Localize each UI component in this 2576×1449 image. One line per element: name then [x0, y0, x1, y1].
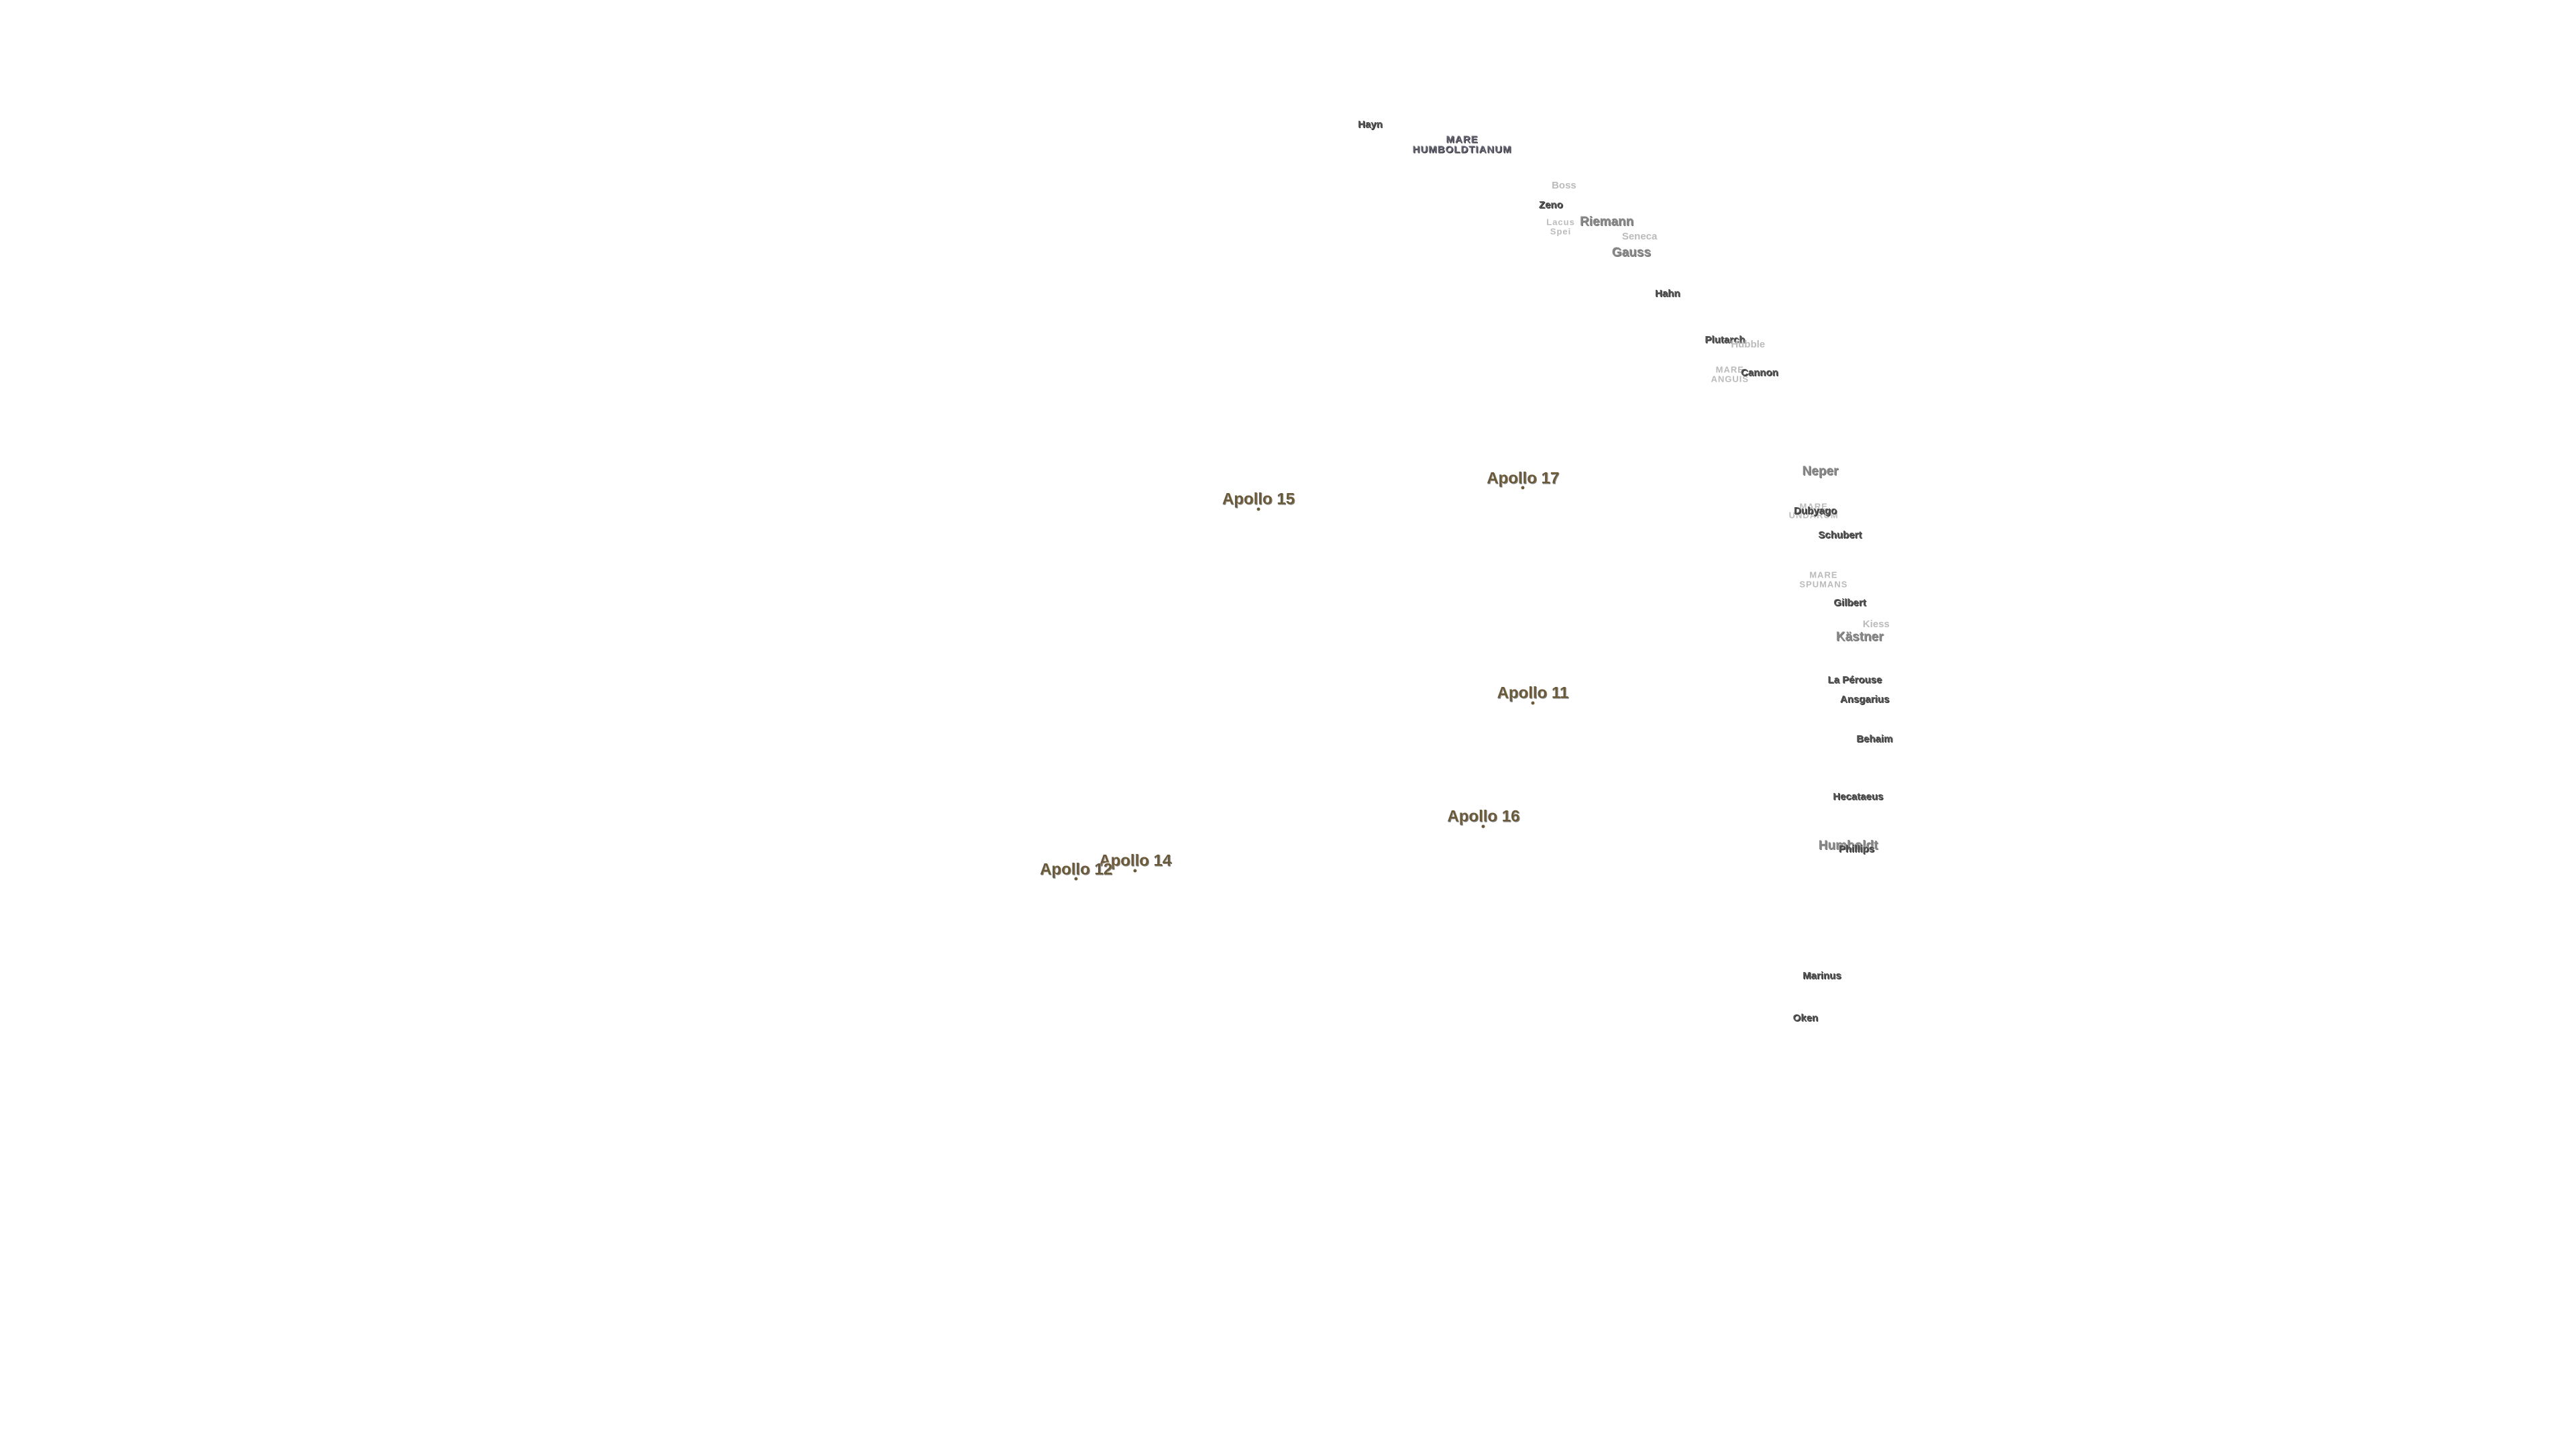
feature-label: Gauss [1612, 246, 1651, 260]
feature-label: Gilbert [1833, 598, 1866, 608]
landing-site-label: Apollo 12 [1040, 859, 1113, 878]
feature-label: Oken [1792, 1012, 1819, 1024]
feature-label-line: SPUMANS [1799, 579, 1848, 590]
landing-site-marker [1531, 701, 1535, 705]
feature-label-line: Marinus [1803, 969, 1841, 981]
feature-label-line: MARE [1799, 500, 1828, 511]
feature-label-line: Schubert [1818, 529, 1862, 541]
feature-label: Phillips [1839, 844, 1874, 855]
feature-label-line: Plutarch [1705, 334, 1746, 346]
feature-label-line: Riemann [1579, 214, 1634, 229]
feature-label-line: Dubyago [1794, 504, 1837, 517]
landing-site-label: Apollo 17 [1487, 469, 1560, 488]
landing-site-marker [1521, 486, 1525, 490]
feature-label-line: HUMBOLDTIANUM [1412, 144, 1512, 156]
feature-label-line: Hayn [1358, 119, 1383, 131]
feature-label: MARE UNDARUM [1789, 502, 1839, 520]
feature-label: Seneca [1622, 231, 1658, 242]
feature-label-line: La Pérouse [1827, 674, 1882, 686]
feature-label-line: Boss [1552, 179, 1576, 191]
feature-label-line: Cannon [1740, 367, 1778, 379]
feature-label-line: Lacus [1546, 217, 1575, 227]
landing-site-label: Apollo 15 [1222, 490, 1295, 508]
feature-label-line: UNDARUM [1788, 510, 1839, 521]
feature-label-line: Gauss [1611, 246, 1651, 260]
feature-label-line: Hahn [1654, 288, 1680, 300]
feature-label-line: Humboldt [1818, 839, 1878, 853]
feature-label-line: Zeno [1538, 199, 1563, 211]
landing-site-label: Apollo 11 [1497, 684, 1569, 702]
feature-label: Lacus Spei [1546, 217, 1575, 235]
feature-label-line: Neper [1802, 464, 1839, 478]
feature-label: Hecataeus [1833, 792, 1883, 802]
feature-label-line: Ansgarius [1839, 694, 1890, 706]
feature-label: Neper [1802, 464, 1839, 478]
feature-label: Hayn [1358, 119, 1383, 130]
feature-label-line: MARE [1809, 570, 1838, 580]
landing-site-label: Apollo 14 [1099, 851, 1172, 870]
feature-label-line: Kästner [1835, 630, 1884, 645]
feature-label: Plutarch [1705, 335, 1745, 345]
feature-label: MARE SPUMANS [1799, 571, 1847, 589]
feature-label: Ansgarius [1840, 694, 1889, 705]
feature-label: Schubert [1818, 530, 1862, 541]
feature-label-line: Phillips [1838, 843, 1875, 855]
feature-label-line: Gilbert [1833, 596, 1866, 608]
landing-site-marker [1133, 869, 1137, 873]
feature-label: MARE HUMBOLDTIANUM [1412, 133, 1512, 156]
feature-label-line: Seneca [1621, 230, 1658, 242]
feature-label: Hahn [1655, 288, 1680, 299]
feature-label: Kästner [1836, 631, 1884, 644]
feature-label: MARE ANGUIS [1711, 366, 1750, 384]
feature-label: Cannon [1741, 368, 1778, 378]
feature-label: Hubble [1731, 339, 1765, 350]
feature-label-line: Hecataeus [1833, 790, 1884, 802]
feature-label: Dubyago [1794, 504, 1837, 517]
feature-label: Behaim [1856, 734, 1892, 745]
landing-site-marker [1256, 507, 1260, 511]
feature-label-line: Oken [1792, 1012, 1819, 1024]
landing-site-label: Apollo 16 [1447, 807, 1520, 826]
feature-label: Humboldt [1819, 839, 1878, 853]
feature-label: Zeno [1539, 200, 1563, 211]
feature-label-line: ANGUIS [1711, 374, 1750, 384]
feature-label: Marinus [1803, 971, 1841, 981]
feature-label: Kiess [1863, 619, 1890, 630]
feature-label: Riemann [1580, 215, 1633, 229]
feature-label-line: Kiess [1862, 618, 1890, 630]
landing-site-marker [1074, 877, 1078, 881]
landing-site-marker [1481, 824, 1485, 828]
feature-label-line: Spei [1550, 225, 1572, 236]
feature-label-line: Hubble [1731, 339, 1766, 351]
feature-label-line: MARE [1446, 133, 1479, 145]
feature-label: La Pérouse [1827, 675, 1882, 686]
feature-label: Boss [1552, 180, 1576, 191]
feature-label-line: Behaim [1856, 733, 1893, 745]
feature-label-line: MARE [1715, 364, 1744, 375]
